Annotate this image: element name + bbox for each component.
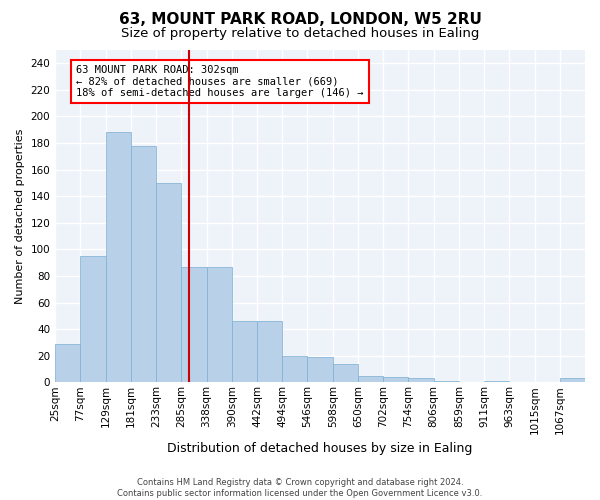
Bar <box>358 376 383 382</box>
Bar <box>383 377 409 382</box>
Bar <box>106 132 131 382</box>
Bar <box>332 364 358 382</box>
Text: 63 MOUNT PARK ROAD: 302sqm
← 82% of detached houses are smaller (669)
18% of sem: 63 MOUNT PARK ROAD: 302sqm ← 82% of deta… <box>76 65 364 98</box>
Bar <box>282 356 307 382</box>
Bar <box>55 344 80 382</box>
Text: 63, MOUNT PARK ROAD, LONDON, W5 2RU: 63, MOUNT PARK ROAD, LONDON, W5 2RU <box>119 12 481 28</box>
Bar <box>434 381 459 382</box>
Text: Size of property relative to detached houses in Ealing: Size of property relative to detached ho… <box>121 28 479 40</box>
Bar <box>156 183 181 382</box>
Bar <box>131 146 156 382</box>
Bar <box>232 321 257 382</box>
Y-axis label: Number of detached properties: Number of detached properties <box>15 128 25 304</box>
Bar <box>409 378 434 382</box>
Bar <box>307 357 332 382</box>
Bar <box>257 321 282 382</box>
Bar <box>181 266 206 382</box>
Bar <box>484 381 509 382</box>
Bar <box>560 378 585 382</box>
X-axis label: Distribution of detached houses by size in Ealing: Distribution of detached houses by size … <box>167 442 473 455</box>
Bar <box>206 266 232 382</box>
Bar <box>80 256 106 382</box>
Text: Contains HM Land Registry data © Crown copyright and database right 2024.
Contai: Contains HM Land Registry data © Crown c… <box>118 478 482 498</box>
